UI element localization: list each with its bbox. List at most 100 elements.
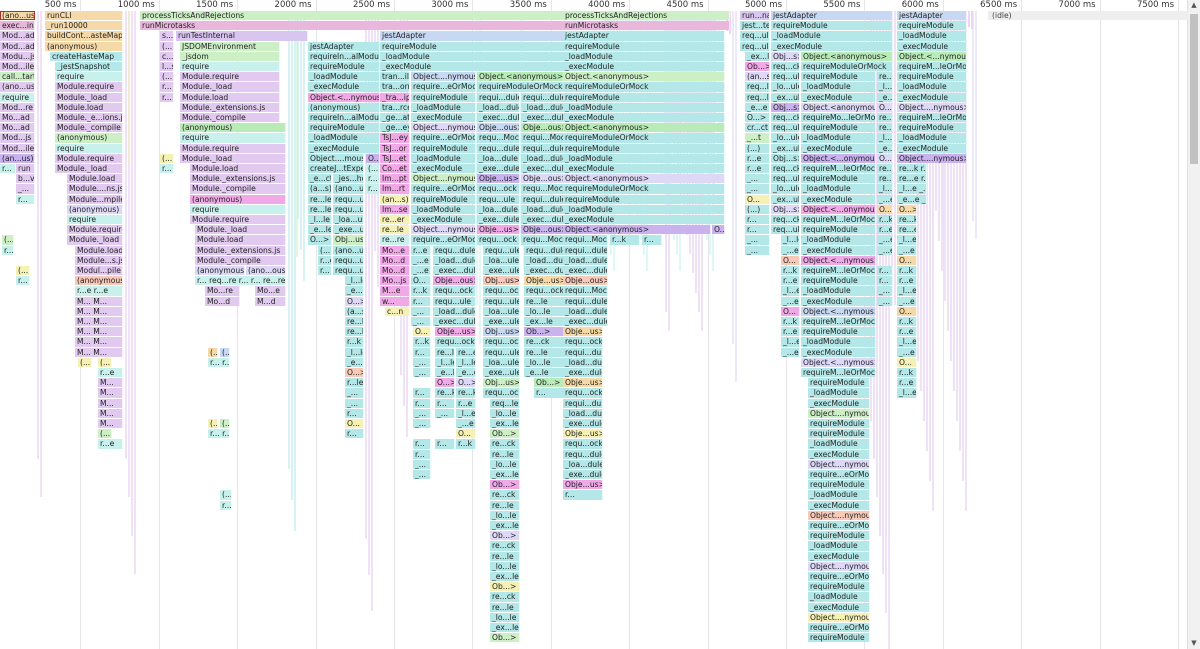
flame-frame[interactable]: _l...le: [877, 184, 893, 194]
flame-frame[interactable]: (a...s): [308, 184, 332, 194]
flame-frame[interactable]: Obje...ous>: [563, 276, 608, 286]
flame-frame[interactable]: _load...dule: [524, 255, 565, 265]
flame-frame[interactable]: _...: [745, 184, 770, 194]
flame-frame[interactable]: requireM...leOrMock: [801, 266, 876, 276]
scroll-down-arrow-icon[interactable]: ▼: [1191, 639, 1197, 647]
flame-frame[interactable]: _e...le: [877, 143, 893, 153]
flame-frame[interactable]: requireModuleOrMock: [563, 133, 725, 143]
flame-frame[interactable]: requireIn...alModule: [308, 113, 380, 123]
flame-frame[interactable]: requireM...leOrMock: [801, 164, 876, 174]
flame-frame[interactable]: _...: [413, 459, 431, 469]
flame-frame[interactable]: re...e r...: [897, 174, 927, 184]
idle-bar[interactable]: (idle): [988, 11, 1188, 21]
flame-frame[interactable]: Obje...ous>: [477, 123, 520, 133]
flame-frame[interactable]: cr...ct: [745, 123, 770, 133]
flame-frame[interactable]: requireModule: [563, 194, 725, 204]
flame-frame[interactable]: _execModule: [801, 245, 876, 255]
flame-frame[interactable]: _l...e: [781, 337, 800, 347]
flame-frame[interactable]: r...: [413, 398, 431, 408]
flame-frame[interactable]: requireModule: [801, 327, 876, 337]
flame-frame[interactable]: M...e: [380, 286, 410, 296]
flame-frame[interactable]: _...e: [456, 419, 476, 429]
flame-frame[interactable]: _...e: [877, 194, 893, 204]
flame-frame[interactable]: O...: [781, 306, 800, 316]
flame-frame[interactable]: Object.<...onymous>: [801, 153, 876, 163]
flame-frame[interactable]: requ...ock: [433, 286, 476, 296]
flame-frame[interactable]: r...e: [781, 327, 800, 337]
flame-frame[interactable]: _...e: [877, 235, 893, 245]
flame-frame[interactable]: requ...ule: [333, 255, 364, 265]
flame-frame[interactable]: _execModule: [563, 62, 725, 72]
flame-frame[interactable]: Module.require: [55, 82, 123, 92]
flame-frame[interactable]: _loadModule: [380, 51, 565, 61]
flame-frame[interactable]: requireModule: [801, 225, 876, 235]
flame-frame[interactable]: call...tart: [0, 72, 35, 82]
flame-frame[interactable]: r...k: [345, 337, 364, 347]
flame-frame[interactable]: re...le: [490, 449, 520, 459]
flame-frame[interactable]: Mod...ad: [0, 31, 35, 41]
flame-frame[interactable]: r...e: [745, 164, 770, 174]
flame-frame[interactable]: _ex...ule: [771, 92, 800, 102]
flame-frame[interactable]: require: [180, 62, 280, 72]
flame-frame[interactable]: M...: [98, 408, 123, 418]
flame-frame[interactable]: _ge...ey: [380, 123, 410, 133]
flame-frame[interactable]: Obje...ous>: [521, 123, 565, 133]
flame-frame[interactable]: _loadModule: [411, 153, 476, 163]
flame-frame[interactable]: Obje...ous>: [521, 225, 565, 235]
flame-frame[interactable]: re...k: [456, 388, 476, 398]
flame-frame[interactable]: Obje...us>: [524, 276, 565, 286]
flame-frame[interactable]: O...>: [456, 378, 476, 388]
flame-frame[interactable]: requ...ule: [333, 204, 364, 214]
flame-frame[interactable]: run: [16, 164, 35, 174]
flame-frame[interactable]: Ob...>: [490, 480, 520, 490]
flame-frame[interactable]: Mod...re: [0, 102, 35, 112]
flame-frame[interactable]: Object....nymous>: [808, 408, 870, 418]
flame-frame[interactable]: (...): [98, 357, 112, 367]
flame-frame[interactable]: _loadModule: [801, 337, 876, 347]
flame-frame[interactable]: (...): [366, 164, 380, 174]
flame-frame[interactable]: jestAdapter: [563, 31, 725, 41]
flame-frame[interactable]: (ano...ous): [246, 266, 286, 276]
flame-frame[interactable]: Module._load: [195, 225, 286, 235]
flame-frame[interactable]: requ...ule: [333, 266, 364, 276]
flame-frame[interactable]: re...re: [380, 235, 410, 245]
flame-frame[interactable]: _...: [411, 317, 431, 327]
flame-frame[interactable]: require: [55, 72, 123, 82]
flame-frame[interactable]: (...: [220, 419, 230, 429]
flame-frame[interactable]: _...e: [781, 245, 800, 255]
flame-frame[interactable]: re...ck: [490, 439, 520, 449]
flame-frame[interactable]: re...k: [877, 113, 893, 123]
flame-frame[interactable]: requireModule: [563, 143, 725, 153]
flame-frame[interactable]: requ...ule: [483, 296, 520, 306]
flame-frame[interactable]: requ...Mock: [521, 235, 565, 245]
flame-frame[interactable]: requ...ule: [483, 347, 520, 357]
flame-frame[interactable]: r...: [745, 225, 770, 235]
flame-frame[interactable]: O...: [897, 306, 917, 316]
flame-frame[interactable]: req...le: [745, 82, 770, 92]
flame-frame[interactable]: _l...e: [897, 286, 917, 296]
flame-frame[interactable]: Object....nymous>: [411, 174, 476, 184]
flame-frame[interactable]: O...>: [877, 153, 893, 163]
flame-frame[interactable]: Module._compile: [55, 123, 123, 133]
flame-frame[interactable]: _load...dule: [563, 306, 608, 316]
flame-frame[interactable]: _execModule: [897, 143, 967, 153]
flame-frame[interactable]: Module.load: [190, 164, 286, 174]
flame-frame[interactable]: _...e: [877, 245, 893, 255]
flame-frame[interactable]: _load...dule: [521, 153, 565, 163]
flame-frame[interactable]: Obj...us>: [333, 235, 364, 245]
flame-frame[interactable]: requireModule: [808, 531, 870, 541]
flame-frame[interactable]: _loadModule: [563, 204, 725, 214]
flame-frame[interactable]: requireModule: [897, 123, 967, 133]
flame-frame[interactable]: r...k: [897, 266, 917, 276]
flame-frame[interactable]: Obj...s>: [771, 102, 800, 112]
flame-frame[interactable]: O...>: [345, 368, 364, 378]
flame-frame[interactable]: _l...le: [456, 357, 476, 367]
flame-frame[interactable]: requireModule: [380, 41, 565, 51]
flame-frame[interactable]: re...ck: [490, 541, 520, 551]
flame-frame[interactable]: _load...dule: [563, 357, 603, 367]
flame-frame[interactable]: _execModule: [801, 143, 876, 153]
flame-frame[interactable]: re...er: [380, 215, 410, 225]
flame-frame[interactable]: r...: [745, 215, 770, 225]
flame-frame[interactable]: _...: [745, 245, 770, 255]
flame-frame[interactable]: requ...ule: [477, 194, 520, 204]
